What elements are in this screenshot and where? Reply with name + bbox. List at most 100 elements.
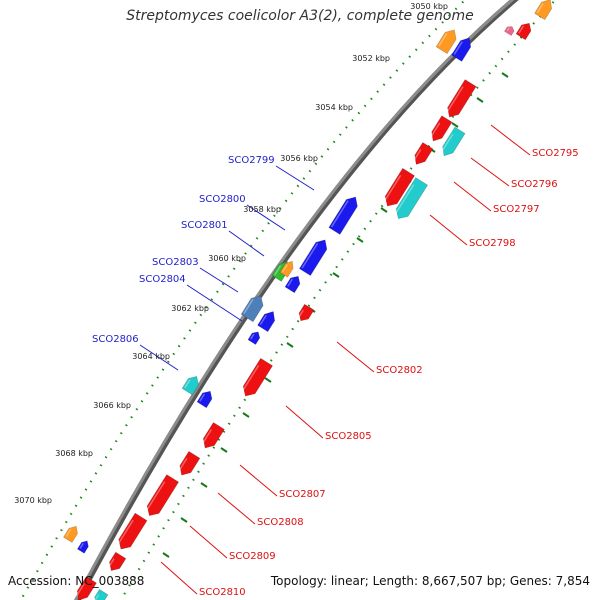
tick-mark bbox=[476, 97, 484, 103]
gene-orange-top-right[interactable] bbox=[534, 0, 556, 21]
gene-sco2804b[interactable] bbox=[247, 330, 262, 345]
tick-mark bbox=[200, 482, 208, 488]
gene-sco2800[interactable] bbox=[299, 236, 330, 276]
tick-mark bbox=[380, 207, 388, 213]
gene-label-forward[interactable]: SCO2806 bbox=[92, 334, 139, 345]
gene-sco2804[interactable] bbox=[257, 308, 279, 333]
gene-blue-3070[interactable] bbox=[77, 539, 90, 554]
tick-mark bbox=[220, 447, 228, 453]
gene-sco2796b[interactable] bbox=[411, 142, 434, 167]
backbone-line bbox=[73, 0, 515, 600]
kbp-label: 3050 kbp bbox=[410, 2, 448, 11]
gene-sco2802[interactable] bbox=[296, 303, 315, 323]
kbp-label: 3058 kbp bbox=[243, 205, 281, 214]
tick-mark bbox=[180, 517, 188, 523]
tick-mark bbox=[501, 72, 509, 78]
gene-label-reverse[interactable]: SCO2797 bbox=[493, 204, 540, 215]
gene-label-forward[interactable]: SCO2800 bbox=[199, 194, 246, 205]
gene-sco2797[interactable] bbox=[381, 167, 415, 209]
kbp-label: 3066 kbp bbox=[93, 401, 131, 410]
callout-line bbox=[429, 214, 468, 246]
gene-sco2807b[interactable] bbox=[176, 450, 201, 478]
gene-sco2808[interactable] bbox=[143, 474, 180, 520]
gene-sco2795b[interactable] bbox=[428, 115, 453, 144]
gene-orange-3050[interactable] bbox=[435, 26, 460, 55]
inner-tick-track bbox=[19, 0, 467, 600]
kbp-scale: 3050 kbp 3052 kbp 3054 kbp 3056 kbp 3058 kbp… bbox=[14, 2, 448, 505]
gene-pink-top[interactable] bbox=[504, 24, 515, 36]
tick-mark bbox=[286, 342, 294, 348]
kbp-label: 3052 kbp bbox=[352, 54, 390, 63]
gene-label-forward[interactable]: SCO2801 bbox=[181, 220, 228, 231]
gene-sco2806[interactable] bbox=[181, 373, 202, 396]
gene-label-reverse[interactable]: SCO2807 bbox=[279, 489, 326, 500]
gene-sco2795[interactable] bbox=[444, 79, 477, 121]
gene-sco2798[interactable] bbox=[392, 177, 429, 223]
gene-sco2803[interactable] bbox=[240, 292, 267, 323]
gene-sco2807a[interactable] bbox=[200, 422, 225, 452]
gene-label-reverse[interactable]: SCO2802 bbox=[376, 365, 423, 376]
kbp-label: 3068 kbp bbox=[55, 449, 93, 458]
callout-line bbox=[139, 344, 179, 371]
gene-sco2805[interactable] bbox=[239, 357, 273, 399]
callout-line bbox=[186, 284, 243, 322]
tick-mark bbox=[264, 377, 272, 383]
callout-line bbox=[453, 181, 492, 212]
gene-red-top[interactable] bbox=[515, 20, 534, 41]
kbp-label: 3056 kbp bbox=[280, 154, 318, 163]
gene-sco2806b[interactable] bbox=[196, 388, 215, 409]
gene-label-forward[interactable]: SCO2804 bbox=[139, 274, 186, 285]
gene-label-reverse[interactable]: SCO2796 bbox=[511, 179, 558, 190]
gene-label-forward[interactable]: SCO2799 bbox=[228, 155, 275, 166]
tick-dots-forward bbox=[19, 0, 467, 600]
gene-label-reverse[interactable]: SCO2795 bbox=[532, 148, 579, 159]
tick-mark bbox=[451, 122, 459, 128]
gene-sco2796[interactable] bbox=[439, 126, 466, 159]
gene-label-reverse[interactable]: SCO2810 bbox=[199, 587, 246, 598]
gene-label-reverse[interactable]: SCO2809 bbox=[229, 551, 276, 562]
callout-line bbox=[228, 230, 265, 257]
callout-line bbox=[160, 561, 198, 595]
gene-sco2801-blue[interactable] bbox=[284, 273, 303, 294]
topology-stats: Topology: linear; Length: 8,667,507 bp; … bbox=[270, 574, 590, 588]
gene-sco2809[interactable] bbox=[115, 512, 148, 553]
callout-line bbox=[217, 492, 256, 525]
genome-backbone bbox=[73, 0, 519, 600]
gene-sco2801-orange[interactable] bbox=[279, 259, 296, 278]
tick-mark bbox=[242, 412, 250, 418]
kbp-label: 3062 kbp bbox=[171, 304, 209, 313]
callout-line bbox=[246, 204, 286, 231]
tick-dots-reverse bbox=[119, 0, 557, 600]
outer-tick-track bbox=[119, 0, 557, 600]
map-title: Streptomyces coelicolor A3(2), complete … bbox=[126, 8, 474, 24]
callout-line bbox=[336, 341, 375, 373]
callout-line bbox=[285, 405, 324, 439]
callout-line bbox=[275, 165, 315, 191]
gene-label-reverse[interactable]: SCO2808 bbox=[257, 517, 304, 528]
gene-callouts: SCO2799 SCO2800 SCO2801 SCO2803 SCO2804 SCO28… bbox=[92, 124, 579, 598]
gene-sco2810b[interactable] bbox=[74, 576, 97, 600]
gene-orange-3070[interactable] bbox=[63, 524, 81, 543]
gene-cyan-bottom[interactable] bbox=[92, 589, 109, 600]
callout-line bbox=[199, 267, 239, 293]
gene-features bbox=[63, 0, 556, 600]
kbp-label: 3060 kbp bbox=[208, 254, 246, 263]
kbp-label: 3054 kbp bbox=[315, 103, 353, 112]
gene-label-reverse[interactable]: SCO2805 bbox=[325, 431, 372, 442]
backbone-shadow bbox=[74, 0, 519, 600]
gene-sco2810[interactable] bbox=[106, 551, 127, 574]
callout-line bbox=[490, 124, 531, 156]
callout-line bbox=[239, 464, 278, 497]
tick-mark bbox=[162, 552, 170, 558]
kbp-label: 3070 kbp bbox=[14, 496, 52, 505]
tick-mark bbox=[356, 237, 364, 243]
callout-line bbox=[189, 525, 228, 559]
gene-blue-3050[interactable] bbox=[451, 35, 475, 62]
gene-label-reverse[interactable]: SCO2798 bbox=[469, 238, 516, 249]
accession-text: Accession: NC_003888 bbox=[8, 574, 145, 588]
gene-sco2799[interactable] bbox=[328, 194, 361, 235]
callout-line bbox=[470, 157, 510, 187]
gene-label-forward[interactable]: SCO2803 bbox=[152, 257, 199, 268]
kbp-label: 3064 kbp bbox=[132, 352, 170, 361]
